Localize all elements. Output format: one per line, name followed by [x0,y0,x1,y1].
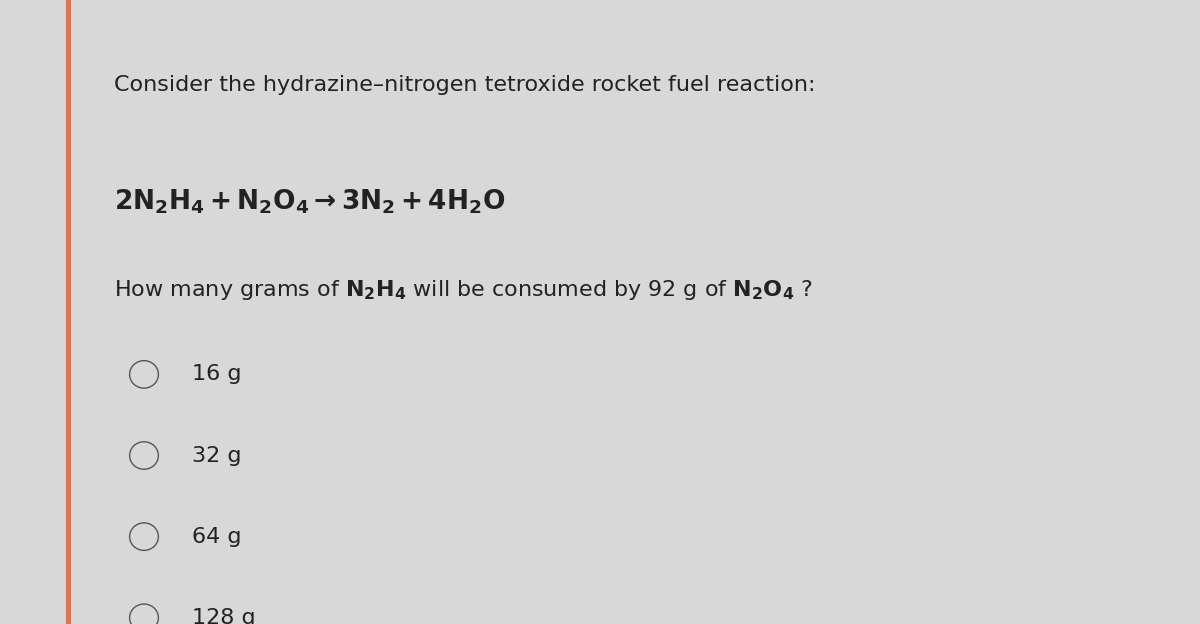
Text: 64 g: 64 g [192,527,241,547]
Text: 32 g: 32 g [192,446,241,466]
Text: How many grams of $\mathbf{N_2H_4}$ will be consumed by 92 g of $\mathbf{N_2O_4}: How many grams of $\mathbf{N_2H_4}$ will… [114,278,812,301]
Bar [66,0,71,624]
Text: 128 g: 128 g [192,608,256,624]
Text: Consider the hydrazine–nitrogen tetroxide rocket fuel reaction:: Consider the hydrazine–nitrogen tetroxid… [114,75,816,95]
Text: 16 g: 16 g [192,364,241,384]
Text: $\mathbf{2N_2H_4 + N_2O_4 \rightarrow 3N_2 + 4H_2O}$: $\mathbf{2N_2H_4 + N_2O_4 \rightarrow 3N… [114,187,505,216]
